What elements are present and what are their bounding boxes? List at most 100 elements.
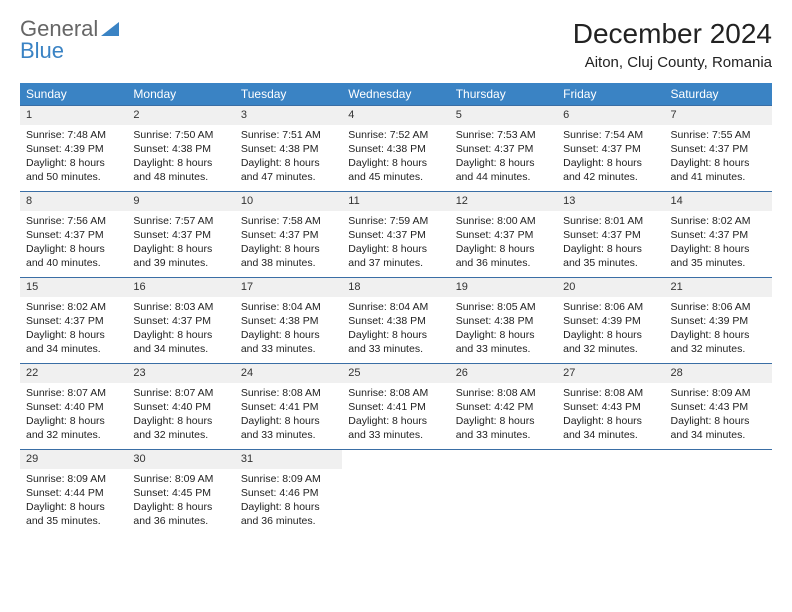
day-line-dl2: and 41 minutes. <box>671 170 766 184</box>
day-body: Sunrise: 8:07 AMSunset: 4:40 PMDaylight:… <box>20 383 127 449</box>
day-cell: 29Sunrise: 8:09 AMSunset: 4:44 PMDayligh… <box>20 449 127 535</box>
day-line-dl2: and 34 minutes. <box>671 428 766 442</box>
day-line-dl1: Daylight: 8 hours <box>348 414 443 428</box>
day-line-dl2: and 33 minutes. <box>348 428 443 442</box>
day-body: Sunrise: 8:09 AMSunset: 4:43 PMDaylight:… <box>665 383 772 449</box>
day-body: Sunrise: 8:00 AMSunset: 4:37 PMDaylight:… <box>450 211 557 277</box>
weekday-row: Sunday Monday Tuesday Wednesday Thursday… <box>20 83 772 105</box>
day-cell: 22Sunrise: 8:07 AMSunset: 4:40 PMDayligh… <box>20 363 127 449</box>
day-cell: 20Sunrise: 8:06 AMSunset: 4:39 PMDayligh… <box>557 277 664 363</box>
day-line-dl1: Daylight: 8 hours <box>26 242 121 256</box>
day-cell: 15Sunrise: 8:02 AMSunset: 4:37 PMDayligh… <box>20 277 127 363</box>
day-number: 23 <box>127 363 234 383</box>
day-line-ss: Sunset: 4:37 PM <box>133 314 228 328</box>
day-line-dl1: Daylight: 8 hours <box>456 328 551 342</box>
day-line-dl2: and 35 minutes. <box>671 256 766 270</box>
day-cell: 5Sunrise: 7:53 AMSunset: 4:37 PMDaylight… <box>450 105 557 191</box>
day-line-ss: Sunset: 4:37 PM <box>456 142 551 156</box>
page: General Blue December 2024 Aiton, Cluj C… <box>0 0 792 553</box>
day-line-sr: Sunrise: 7:51 AM <box>241 128 336 142</box>
day-line-dl1: Daylight: 8 hours <box>133 156 228 170</box>
day-line-dl2: and 32 minutes. <box>563 342 658 356</box>
day-line-dl2: and 36 minutes. <box>133 514 228 528</box>
month-title: December 2024 <box>573 18 772 50</box>
day-line-ss: Sunset: 4:38 PM <box>348 314 443 328</box>
day-line-dl2: and 42 minutes. <box>563 170 658 184</box>
day-number: 18 <box>342 277 449 297</box>
day-number: 7 <box>665 105 772 125</box>
calendar-body: 1Sunrise: 7:48 AMSunset: 4:39 PMDaylight… <box>20 105 772 535</box>
day-number: 17 <box>235 277 342 297</box>
day-line-dl1: Daylight: 8 hours <box>563 328 658 342</box>
day-line-dl2: and 33 minutes. <box>241 428 336 442</box>
day-cell <box>450 449 557 535</box>
day-line-dl1: Daylight: 8 hours <box>133 328 228 342</box>
day-line-dl2: and 33 minutes. <box>456 342 551 356</box>
day-body: Sunrise: 8:08 AMSunset: 4:41 PMDaylight:… <box>235 383 342 449</box>
day-number: 2 <box>127 105 234 125</box>
day-line-sr: Sunrise: 8:03 AM <box>133 300 228 314</box>
weekday-header: Wednesday <box>342 83 449 105</box>
day-number: 29 <box>20 449 127 469</box>
day-cell: 19Sunrise: 8:05 AMSunset: 4:38 PMDayligh… <box>450 277 557 363</box>
day-line-ss: Sunset: 4:37 PM <box>26 314 121 328</box>
day-line-dl2: and 35 minutes. <box>26 514 121 528</box>
day-body: Sunrise: 8:04 AMSunset: 4:38 PMDaylight:… <box>235 297 342 363</box>
day-body: Sunrise: 7:54 AMSunset: 4:37 PMDaylight:… <box>557 125 664 191</box>
day-line-sr: Sunrise: 8:04 AM <box>348 300 443 314</box>
day-cell: 18Sunrise: 8:04 AMSunset: 4:38 PMDayligh… <box>342 277 449 363</box>
empty-day-top <box>450 449 557 469</box>
day-line-ss: Sunset: 4:40 PM <box>26 400 121 414</box>
day-line-dl2: and 36 minutes. <box>456 256 551 270</box>
day-body: Sunrise: 7:50 AMSunset: 4:38 PMDaylight:… <box>127 125 234 191</box>
day-cell: 1Sunrise: 7:48 AMSunset: 4:39 PMDaylight… <box>20 105 127 191</box>
day-line-dl2: and 34 minutes. <box>563 428 658 442</box>
day-number: 27 <box>557 363 664 383</box>
day-line-dl2: and 34 minutes. <box>26 342 121 356</box>
day-cell: 21Sunrise: 8:06 AMSunset: 4:39 PMDayligh… <box>665 277 772 363</box>
day-line-dl1: Daylight: 8 hours <box>348 156 443 170</box>
day-line-ss: Sunset: 4:43 PM <box>563 400 658 414</box>
day-line-dl1: Daylight: 8 hours <box>671 414 766 428</box>
day-cell: 12Sunrise: 8:00 AMSunset: 4:37 PMDayligh… <box>450 191 557 277</box>
day-cell: 4Sunrise: 7:52 AMSunset: 4:38 PMDaylight… <box>342 105 449 191</box>
day-body: Sunrise: 8:04 AMSunset: 4:38 PMDaylight:… <box>342 297 449 363</box>
day-body: Sunrise: 8:08 AMSunset: 4:43 PMDaylight:… <box>557 383 664 449</box>
day-line-dl1: Daylight: 8 hours <box>563 242 658 256</box>
day-line-dl2: and 32 minutes. <box>133 428 228 442</box>
day-line-sr: Sunrise: 7:59 AM <box>348 214 443 228</box>
day-number: 16 <box>127 277 234 297</box>
day-number: 24 <box>235 363 342 383</box>
day-number: 13 <box>557 191 664 211</box>
day-line-dl1: Daylight: 8 hours <box>456 242 551 256</box>
day-line-ss: Sunset: 4:37 PM <box>671 228 766 242</box>
day-cell: 13Sunrise: 8:01 AMSunset: 4:37 PMDayligh… <box>557 191 664 277</box>
day-line-dl2: and 33 minutes. <box>456 428 551 442</box>
day-line-ss: Sunset: 4:44 PM <box>26 486 121 500</box>
day-line-ss: Sunset: 4:37 PM <box>348 228 443 242</box>
day-cell: 31Sunrise: 8:09 AMSunset: 4:46 PMDayligh… <box>235 449 342 535</box>
day-line-dl1: Daylight: 8 hours <box>671 156 766 170</box>
logo-text: General Blue <box>20 18 119 62</box>
logo-triangle-icon <box>101 22 119 36</box>
day-line-dl1: Daylight: 8 hours <box>26 328 121 342</box>
day-cell: 3Sunrise: 7:51 AMSunset: 4:38 PMDaylight… <box>235 105 342 191</box>
day-line-dl2: and 48 minutes. <box>133 170 228 184</box>
day-number: 14 <box>665 191 772 211</box>
day-number: 21 <box>665 277 772 297</box>
day-line-dl2: and 32 minutes. <box>671 342 766 356</box>
day-line-dl1: Daylight: 8 hours <box>241 500 336 514</box>
day-number: 8 <box>20 191 127 211</box>
day-cell: 28Sunrise: 8:09 AMSunset: 4:43 PMDayligh… <box>665 363 772 449</box>
day-line-dl2: and 50 minutes. <box>26 170 121 184</box>
day-line-dl1: Daylight: 8 hours <box>671 242 766 256</box>
day-line-ss: Sunset: 4:38 PM <box>241 314 336 328</box>
day-line-dl1: Daylight: 8 hours <box>26 414 121 428</box>
day-cell: 17Sunrise: 8:04 AMSunset: 4:38 PMDayligh… <box>235 277 342 363</box>
calendar-head: Sunday Monday Tuesday Wednesday Thursday… <box>20 83 772 105</box>
day-line-ss: Sunset: 4:46 PM <box>241 486 336 500</box>
day-cell: 14Sunrise: 8:02 AMSunset: 4:37 PMDayligh… <box>665 191 772 277</box>
day-line-dl2: and 38 minutes. <box>241 256 336 270</box>
day-line-ss: Sunset: 4:37 PM <box>563 228 658 242</box>
day-body: Sunrise: 8:09 AMSunset: 4:45 PMDaylight:… <box>127 469 234 535</box>
